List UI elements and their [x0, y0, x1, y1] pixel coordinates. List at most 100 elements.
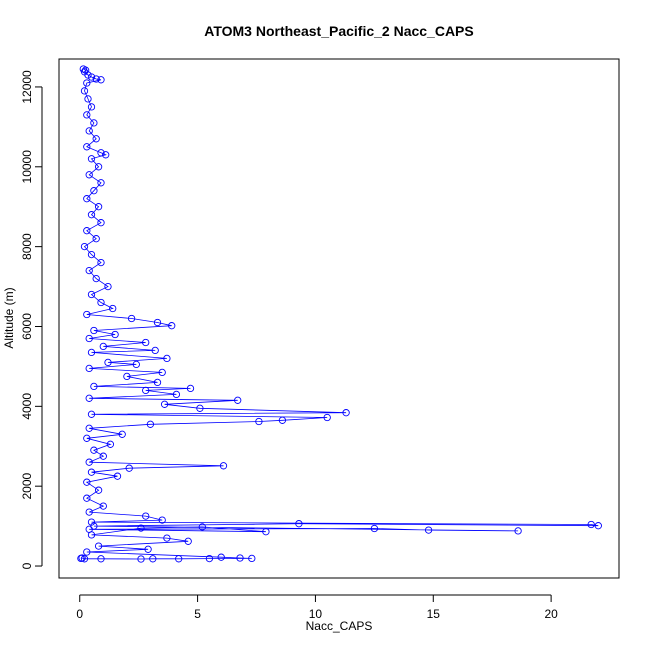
data-point — [163, 354, 171, 363]
data-point — [587, 520, 595, 529]
data-point — [217, 553, 225, 561]
data-point — [127, 314, 136, 323]
data-point — [77, 554, 85, 563]
data-point — [85, 266, 93, 275]
data-point — [104, 282, 112, 291]
data-point — [168, 322, 176, 330]
data-point — [92, 75, 100, 83]
data-point — [83, 548, 91, 556]
data-point — [146, 420, 155, 428]
x-axis: 0 5 10 15 20 — [76, 594, 558, 621]
data-point — [85, 171, 93, 179]
data-point — [80, 242, 89, 251]
data-point — [278, 416, 287, 424]
data-point — [99, 502, 107, 510]
data-point — [219, 462, 228, 470]
data-point — [92, 135, 100, 143]
data-point — [83, 227, 91, 235]
data-point — [97, 219, 105, 227]
data-point — [142, 512, 150, 520]
data-point — [142, 338, 150, 347]
y-axis: 0 2000 4000 6000 8000 10000 12000 — [20, 70, 43, 569]
data-point — [87, 531, 96, 539]
data-point — [132, 360, 140, 369]
y-tick-label: 0 — [20, 562, 34, 569]
x-tick-label: 5 — [194, 607, 201, 621]
data-point — [84, 95, 92, 103]
data-point — [323, 413, 331, 422]
data-point — [123, 372, 131, 381]
data-point — [142, 386, 150, 395]
data-point — [118, 430, 126, 438]
data-point — [85, 508, 93, 516]
data-point — [87, 518, 96, 526]
data-point — [87, 348, 96, 357]
data-point — [90, 119, 98, 127]
data-point — [90, 326, 98, 335]
data-point — [158, 516, 166, 524]
data-point — [144, 545, 152, 553]
data-point — [90, 187, 98, 195]
data-point — [87, 250, 96, 259]
y-tick-label: 6000 — [20, 313, 34, 340]
data-point — [94, 203, 103, 211]
data-point — [87, 290, 96, 299]
y-tick-label: 8000 — [20, 233, 34, 260]
data-point — [94, 163, 103, 171]
data-point — [84, 71, 92, 79]
data-point — [149, 555, 157, 563]
data-point — [92, 274, 100, 283]
data-point — [370, 524, 379, 533]
data-point — [175, 555, 183, 563]
data-point — [160, 400, 169, 408]
y-tick-label: 2000 — [20, 473, 34, 500]
data-point — [137, 524, 145, 532]
data-point — [102, 151, 110, 159]
data-point — [87, 468, 96, 476]
data-point — [205, 554, 214, 563]
data-point — [97, 298, 105, 307]
data-point — [424, 526, 433, 534]
data-point — [262, 528, 270, 536]
data-point — [83, 494, 91, 502]
data-point — [87, 103, 96, 111]
y-tick-label: 4000 — [20, 393, 34, 420]
data-point — [97, 258, 105, 267]
data-point — [125, 464, 133, 472]
data-point — [90, 446, 98, 454]
x-axis-label: Nacc_CAPS — [306, 619, 373, 633]
data-point — [90, 382, 98, 391]
data-point — [184, 537, 192, 545]
data-point — [85, 364, 93, 373]
plot-area — [77, 65, 602, 563]
y-tick-label: 12000 — [20, 70, 34, 104]
data-point — [172, 390, 181, 399]
data-point — [99, 452, 107, 460]
x-tick-label: 0 — [76, 607, 83, 621]
x-tick-label: 10 — [309, 607, 323, 621]
data-point — [92, 235, 100, 243]
data-point — [104, 358, 112, 367]
data-point — [248, 554, 256, 563]
x-tick-label: 15 — [427, 607, 441, 621]
data-point — [83, 478, 91, 486]
data-point — [198, 523, 206, 531]
data-point — [196, 404, 204, 412]
data-point — [255, 417, 263, 426]
data-point — [87, 211, 96, 219]
data-point — [87, 410, 96, 418]
y-axis-label: Altitude (m) — [2, 287, 16, 348]
data-point — [342, 409, 350, 417]
x-tick-label: 20 — [544, 607, 558, 621]
data-point — [83, 434, 91, 442]
data-point — [85, 424, 93, 432]
data-point — [81, 66, 90, 74]
data-point — [97, 555, 105, 563]
data-point — [87, 73, 96, 81]
data-point — [236, 554, 244, 562]
data-point — [83, 310, 91, 319]
data-point — [153, 318, 162, 327]
plot-frame — [58, 58, 620, 579]
data-point — [83, 143, 91, 151]
